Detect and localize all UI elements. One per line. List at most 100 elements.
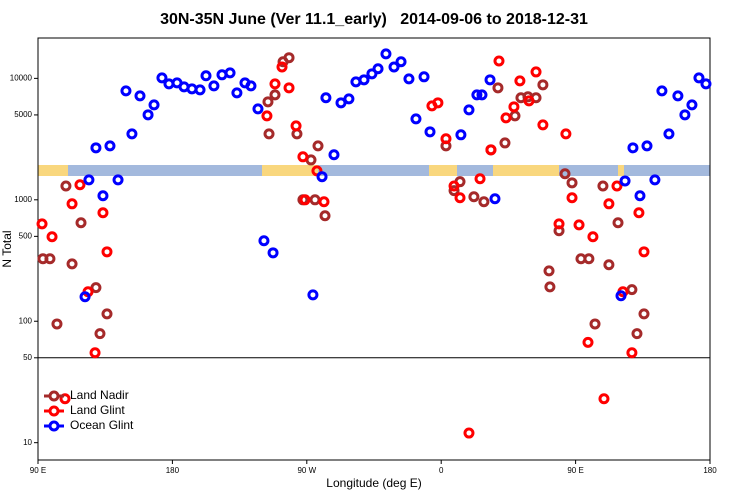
- point: [66, 258, 78, 270]
- point: [252, 103, 264, 115]
- point: [537, 79, 549, 91]
- point: [485, 144, 497, 156]
- point: [553, 218, 565, 230]
- land-strip: [38, 165, 68, 176]
- point: [200, 70, 212, 82]
- point: [693, 72, 705, 84]
- point: [468, 191, 480, 203]
- point: [276, 61, 288, 73]
- point: [560, 128, 572, 140]
- point: [672, 90, 684, 102]
- point: [476, 89, 488, 101]
- point: [537, 119, 549, 131]
- legend-marker: [48, 390, 60, 402]
- x-axis-label: Longitude (deg E): [326, 476, 421, 490]
- point: [493, 55, 505, 67]
- point: [492, 82, 504, 94]
- point: [463, 104, 475, 116]
- point: [262, 96, 274, 108]
- point: [51, 318, 63, 330]
- point: [97, 207, 109, 219]
- land-strip: [618, 165, 624, 176]
- point: [269, 78, 281, 90]
- x-tick-label: 90 W: [297, 466, 316, 475]
- point: [612, 217, 624, 229]
- point: [597, 180, 609, 192]
- point: [97, 190, 109, 202]
- x-tick-label: 90 E: [567, 466, 583, 475]
- land-strip: [493, 165, 559, 176]
- point: [603, 259, 615, 271]
- y-tick-label: 1000: [14, 195, 32, 204]
- point: [126, 128, 138, 140]
- point: [598, 393, 610, 405]
- point: [484, 74, 496, 86]
- point: [112, 174, 124, 186]
- point: [380, 48, 392, 60]
- point: [134, 90, 146, 102]
- point: [101, 308, 113, 320]
- point: [46, 231, 58, 243]
- legend-marker: [48, 420, 60, 432]
- point: [104, 140, 116, 152]
- point: [60, 180, 72, 192]
- point: [343, 93, 355, 105]
- x-tick-label: 180: [166, 466, 180, 475]
- point: [626, 347, 638, 359]
- y-tick-label: 100: [19, 316, 33, 325]
- point: [142, 109, 154, 121]
- point: [316, 171, 328, 183]
- legend-label: Land Nadir: [70, 388, 129, 402]
- point: [36, 218, 48, 230]
- point: [463, 427, 475, 439]
- point: [120, 85, 132, 97]
- point: [641, 140, 653, 152]
- x-tick-label: 90 E: [30, 466, 46, 475]
- point: [231, 87, 243, 99]
- point: [656, 85, 668, 97]
- point: [358, 74, 370, 86]
- point: [297, 151, 309, 163]
- land-strip: [429, 165, 457, 176]
- point: [523, 95, 535, 107]
- x-tick-label: 180: [703, 466, 717, 475]
- point: [489, 193, 501, 205]
- point: [583, 253, 595, 265]
- point: [245, 80, 257, 92]
- plot-frame: [37, 37, 711, 461]
- point: [90, 282, 102, 294]
- point: [679, 109, 691, 121]
- point: [686, 99, 698, 111]
- point: [267, 247, 279, 259]
- point: [335, 97, 347, 109]
- point: [94, 328, 106, 340]
- y-axis-label: N Total: [0, 230, 14, 267]
- point: [194, 84, 206, 96]
- point: [156, 72, 168, 84]
- point: [59, 393, 71, 405]
- point: [530, 66, 542, 78]
- point: [224, 67, 236, 79]
- point: [573, 219, 585, 231]
- point: [663, 128, 675, 140]
- point: [559, 168, 571, 180]
- point: [395, 56, 407, 68]
- point: [261, 110, 273, 122]
- point: [566, 192, 578, 204]
- point: [544, 281, 556, 293]
- legend-label: Ocean Glint: [70, 418, 134, 432]
- point: [319, 210, 331, 222]
- point: [90, 142, 102, 154]
- point: [101, 246, 113, 258]
- point: [619, 175, 631, 187]
- point: [290, 120, 302, 132]
- point: [320, 92, 332, 104]
- point: [448, 180, 460, 192]
- point: [587, 231, 599, 243]
- point: [543, 265, 555, 277]
- y-tick-label: 50: [23, 353, 32, 362]
- point: [499, 137, 511, 149]
- point: [611, 180, 623, 192]
- point: [448, 185, 460, 197]
- point: [440, 133, 452, 145]
